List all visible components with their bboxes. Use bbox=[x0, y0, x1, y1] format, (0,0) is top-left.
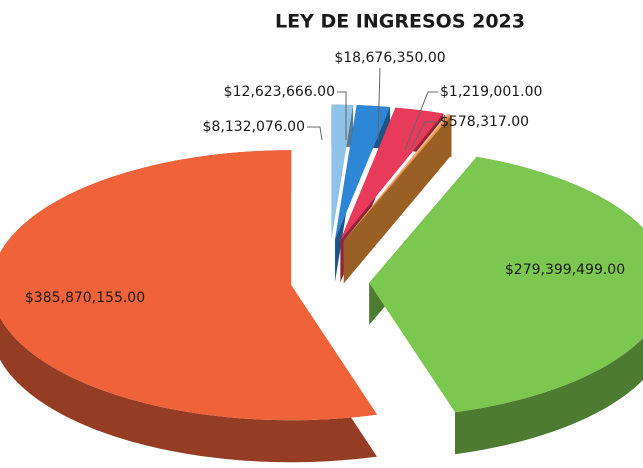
data-label: $18,676,350.00 bbox=[334, 50, 445, 66]
slice bbox=[0, 150, 378, 463]
slice bbox=[369, 156, 643, 455]
data-label: $8,132,076.00 bbox=[203, 119, 305, 135]
slice-top bbox=[340, 107, 444, 241]
leader-line bbox=[307, 126, 323, 141]
slice bbox=[343, 114, 452, 284]
data-label: $279,399,499.00 bbox=[505, 262, 625, 278]
data-label: $12,623,666.00 bbox=[224, 84, 335, 100]
slice bbox=[331, 104, 354, 282]
data-label: $385,870,155.00 bbox=[25, 290, 145, 306]
slice-top bbox=[343, 114, 450, 242]
chart-title: LEY DE INGRESOS 2023 bbox=[275, 11, 525, 33]
leader-line bbox=[404, 91, 438, 151]
slice-top bbox=[331, 104, 354, 240]
data-label: $1,219,001.00 bbox=[440, 84, 542, 100]
leader-line bbox=[377, 67, 381, 141]
leader-line bbox=[409, 121, 438, 151]
slice-side bbox=[343, 114, 452, 284]
slice-top bbox=[369, 156, 643, 413]
slice-top bbox=[0, 150, 378, 421]
slice bbox=[335, 105, 391, 282]
slice-top bbox=[343, 114, 452, 242]
slice-top bbox=[335, 105, 391, 240]
data-label: $578,317.00 bbox=[440, 114, 529, 130]
leader-line bbox=[337, 91, 347, 140]
